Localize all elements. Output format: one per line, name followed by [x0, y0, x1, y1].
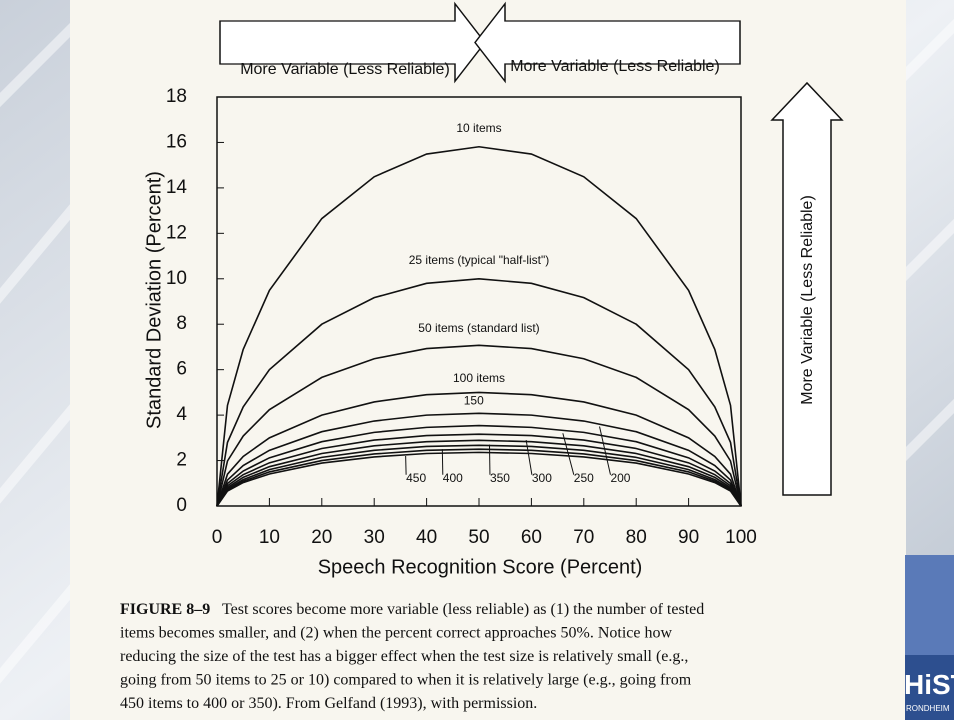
caption-line: Test scores become more variable (less r…: [222, 601, 704, 618]
curve: [216, 433, 742, 507]
curve-label: 100 items: [453, 371, 505, 385]
curve-label: 250: [574, 471, 594, 485]
curve-label: 450: [406, 471, 426, 485]
curve: [216, 344, 742, 507]
y-tick-label: 8: [176, 313, 187, 334]
curve: [216, 451, 742, 507]
curve-label: 350: [490, 471, 510, 485]
curve: [216, 444, 742, 507]
y-tick-label: 4: [176, 404, 187, 425]
curve-label: 50 items (standard list): [418, 321, 539, 335]
curve: [216, 391, 742, 507]
caption: FIGURE 8–9 Test scores become more variab…: [120, 601, 704, 712]
y-tick-label: 0: [176, 495, 187, 516]
x-tick-label: 20: [311, 527, 332, 548]
y-axis-title: Standard Deviation (Percent): [143, 171, 165, 429]
curve: [216, 145, 742, 507]
x-tick-label: 100: [725, 527, 757, 548]
logo-subtext: RONDHEIM: [906, 704, 950, 713]
logo-text: HiST: [904, 669, 954, 700]
y-tick-label: 2: [176, 450, 187, 471]
curve: [216, 277, 742, 507]
x-tick-label: 10: [259, 527, 280, 548]
curve-label: 200: [610, 471, 630, 485]
curve-label: 300: [532, 471, 552, 485]
annotation: More Variable (Less Reliable): [510, 58, 720, 75]
x-tick-label: 80: [626, 527, 647, 548]
caption-line: items becomes smaller, and (2) when the …: [120, 625, 672, 642]
leader-line: [562, 433, 575, 475]
caption-line: going from 50 items to 25 or 10) compare…: [120, 672, 692, 689]
curve-label: 25 items (typical "half-list"): [409, 253, 550, 267]
x-tick-label: 30: [364, 527, 385, 548]
x-tick-label: 40: [416, 527, 437, 548]
x-tick-label: 60: [521, 527, 542, 548]
curve: [216, 412, 742, 507]
y-tick-label: 12: [166, 222, 187, 243]
arrow-up: [770, 81, 844, 496]
x-axis-title: Speech Recognition Score (Percent): [318, 556, 643, 578]
x-tick-label: 0: [212, 527, 223, 548]
annotation: More Variable (Less Reliable): [799, 195, 816, 405]
curve-label: 10 items: [456, 121, 501, 135]
curve: [216, 439, 742, 507]
x-tick-label: 50: [468, 527, 489, 548]
curve: [216, 424, 742, 507]
curve-label: 400: [443, 471, 463, 485]
book-page: [70, 0, 906, 720]
curve: [216, 448, 742, 507]
y-tick-label: 6: [176, 359, 187, 380]
arrow-left: [474, 1, 741, 84]
leader-line: [599, 426, 611, 475]
annotation: More Variable (Less Reliable): [240, 61, 450, 78]
x-tick-label: 90: [678, 527, 699, 548]
y-tick-label: 10: [166, 268, 187, 289]
x-tick-label: 70: [573, 527, 594, 548]
logo-graphic: [905, 555, 954, 655]
caption-label: FIGURE 8–9: [120, 601, 210, 618]
y-tick-label: 14: [166, 177, 188, 198]
curve-label: 150: [464, 394, 484, 408]
caption-line: reducing the size of the test has a bigg…: [120, 648, 688, 665]
y-tick-label: 18: [166, 86, 187, 107]
decor-stripes: [0, 16, 954, 684]
caption-line: 450 items to 400 or 350). From Gelfand (…: [120, 695, 537, 712]
arrow-right: [219, 1, 486, 84]
y-tick-label: 16: [166, 131, 187, 152]
